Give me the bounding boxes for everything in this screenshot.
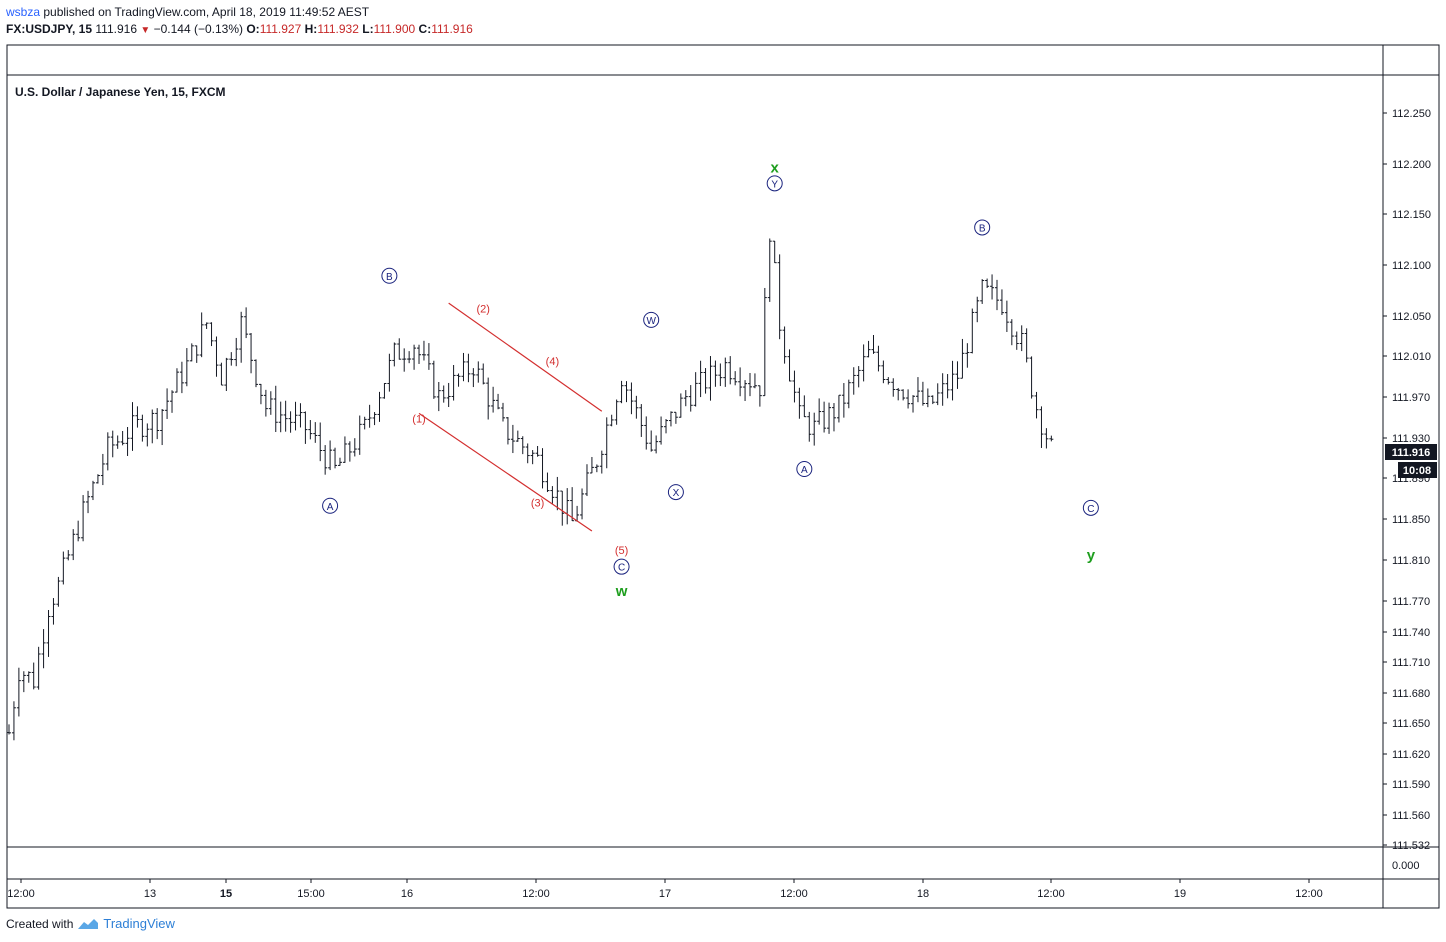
y-tick-label: 111.740 bbox=[1392, 627, 1430, 639]
wave-label-circle bbox=[613, 558, 630, 575]
wave-label-circle bbox=[667, 484, 684, 501]
price-bars bbox=[7, 238, 1054, 741]
y-tick-label: 111.770 bbox=[1392, 596, 1430, 608]
y-tick-label: 111.620 bbox=[1392, 749, 1430, 761]
publish-line: wsbza published on TradingView.com, Apri… bbox=[6, 4, 473, 21]
y-tick-label: 111.560 bbox=[1392, 810, 1430, 822]
x-tick-label: 17 bbox=[659, 888, 671, 900]
wave-label: (5) bbox=[615, 545, 628, 557]
wave-label: A bbox=[801, 465, 808, 476]
chart-header: wsbza published on TradingView.com, Apri… bbox=[6, 4, 473, 39]
y-tick-label: 111.590 bbox=[1392, 779, 1430, 791]
y-tick-label: 112.250 bbox=[1392, 108, 1431, 120]
open-value: 111.927 bbox=[259, 22, 302, 36]
y-tick-label: 111.680 bbox=[1392, 688, 1430, 700]
x-tick-label: 12:00 bbox=[522, 888, 550, 900]
x-tick-label: 18 bbox=[917, 888, 929, 900]
high-label: H: bbox=[304, 22, 318, 36]
y-tick-label: 111.710 bbox=[1392, 657, 1430, 669]
wave-label: B bbox=[386, 272, 393, 283]
quote-line: FX:USDJPY, 15 111.916 ▼ −0.144 (−0.13%) … bbox=[6, 21, 473, 39]
x-tick-label: 12:00 bbox=[1295, 888, 1323, 900]
wave-label-circle bbox=[381, 267, 398, 284]
wave-label: y bbox=[1087, 547, 1096, 564]
wave-label: (2) bbox=[477, 303, 490, 315]
last-price: 111.916 bbox=[95, 22, 137, 36]
wave-label: C bbox=[1087, 504, 1094, 515]
tradingview-brand[interactable]: TradingView bbox=[103, 916, 175, 931]
wave-label-circle bbox=[643, 311, 660, 328]
wave-label: W bbox=[646, 316, 656, 327]
y-tick-label: 111.810 bbox=[1392, 555, 1430, 567]
wave-channel bbox=[418, 302, 603, 532]
wave-labels: A B (1) (2) (3) (4) (5) Cw W X Yx A B Cy bbox=[322, 160, 1099, 600]
wave-label-circle bbox=[766, 175, 783, 192]
volume-axis-label: 0.000 bbox=[1392, 860, 1420, 872]
x-tick-label: 12:00 bbox=[780, 888, 808, 900]
time-axis[interactable]: 12:00 13 15 15:00 16 12:00 17 12:00 18 12:00 19 12:… bbox=[7, 879, 1323, 900]
wave-label: Y bbox=[771, 179, 778, 190]
x-tick-label: 12:00 bbox=[7, 888, 35, 900]
y-tick-label: 111.650 bbox=[1392, 718, 1430, 730]
y-tick-label: 111.532 bbox=[1392, 840, 1430, 852]
x-tick-label: 12:00 bbox=[1037, 888, 1065, 900]
wave-label: A bbox=[327, 502, 334, 513]
last-price-tag-text: 111.916 bbox=[1392, 447, 1431, 459]
y-tick-label: 112.010 bbox=[1392, 351, 1431, 363]
y-tick-label: 112.200 bbox=[1392, 159, 1431, 171]
wave-label: C bbox=[618, 563, 625, 574]
x-tick-label: 19 bbox=[1174, 888, 1186, 900]
wave-label-circle bbox=[796, 460, 813, 477]
high-value: 111.932 bbox=[317, 22, 359, 36]
wave-label: w bbox=[615, 583, 628, 600]
y-tick-label: 112.150 bbox=[1392, 209, 1431, 221]
wave-label: (1) bbox=[412, 414, 425, 426]
open-label: O: bbox=[246, 22, 260, 36]
tradingview-logo-icon bbox=[78, 918, 99, 929]
price-axis[interactable]: 112.250 112.200 112.150 112.100 112.050 112.0… bbox=[1383, 108, 1431, 852]
wave-label-circle bbox=[1082, 499, 1099, 516]
close-label: C: bbox=[418, 22, 432, 36]
price-change: −0.144 (−0.13%) bbox=[153, 22, 243, 36]
y-tick-label: 112.050 bbox=[1392, 311, 1431, 323]
created-with-text: Created with bbox=[6, 916, 74, 931]
x-tick-label: 15 bbox=[220, 888, 232, 900]
chart-title: U.S. Dollar / Japanese Yen, 15, FXCM bbox=[15, 85, 226, 99]
published-text: published on TradingView.com, April 18, … bbox=[43, 5, 370, 19]
wave-label: x bbox=[771, 160, 780, 177]
x-tick-label: 15:00 bbox=[297, 888, 325, 900]
x-tick-label: 16 bbox=[401, 888, 413, 900]
last-price-tag bbox=[1385, 444, 1437, 460]
footer: Created with TradingView bbox=[6, 916, 175, 931]
symbol-label: FX:USDJPY, 15 bbox=[6, 22, 93, 36]
channel-line bbox=[448, 302, 603, 412]
low-value: 111.900 bbox=[373, 22, 416, 36]
wave-label-circle bbox=[974, 219, 991, 236]
close-value: 111.916 bbox=[431, 22, 473, 36]
wave-label: X bbox=[673, 488, 680, 499]
wave-label: (4) bbox=[546, 356, 559, 368]
down-triangle-icon: ▼ bbox=[140, 25, 151, 36]
y-tick-label: 112.100 bbox=[1392, 260, 1431, 272]
countdown-tag bbox=[1398, 462, 1437, 478]
y-tick-label: 111.850 bbox=[1392, 514, 1430, 526]
author-link[interactable]: wsbza bbox=[6, 5, 41, 19]
y-tick-label: 111.970 bbox=[1392, 392, 1430, 404]
wave-label: B bbox=[979, 223, 986, 234]
wave-label: (3) bbox=[531, 498, 544, 510]
y-tick-label: 111.930 bbox=[1392, 433, 1430, 445]
low-label: L: bbox=[362, 22, 374, 36]
x-tick-label: 13 bbox=[144, 888, 156, 900]
chart-frame bbox=[6, 44, 1440, 909]
channel-line bbox=[418, 412, 593, 532]
wave-label-circle bbox=[322, 497, 339, 514]
countdown-text: 10:08 bbox=[1403, 465, 1431, 477]
